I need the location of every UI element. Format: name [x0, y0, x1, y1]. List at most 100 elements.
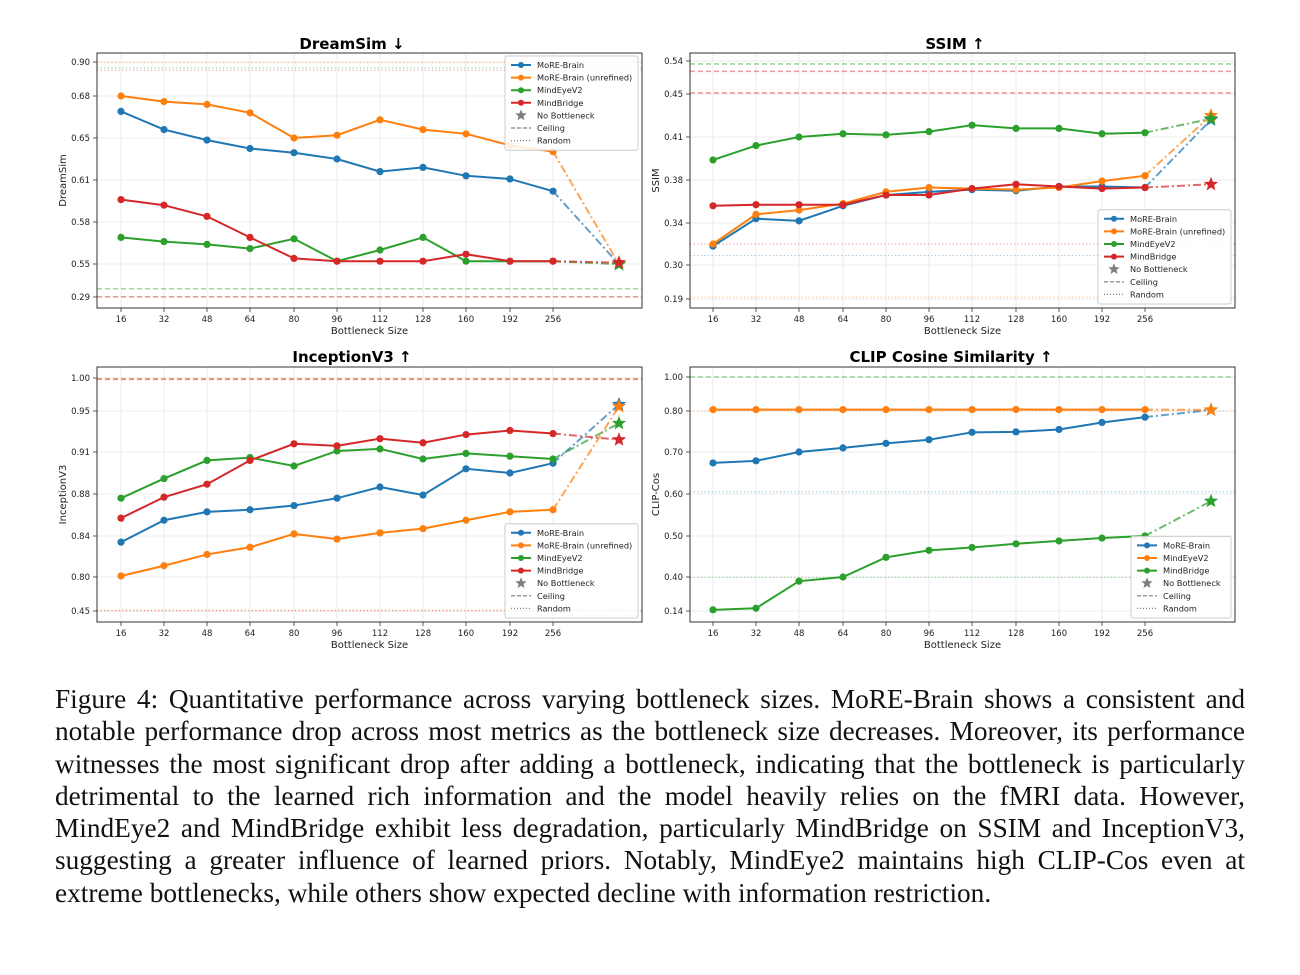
- legend-item: No Bottleneck: [515, 577, 595, 588]
- legend-marker-icon: [518, 87, 524, 94]
- x-tick-label: 160: [458, 629, 474, 639]
- legend-label: Random: [537, 603, 571, 613]
- legend-star-icon: [515, 577, 527, 589]
- data-point: [462, 465, 470, 473]
- data-point: [333, 494, 341, 502]
- data-point: [549, 429, 557, 438]
- data-point: [925, 183, 933, 192]
- data-point: [1141, 406, 1149, 414]
- legend: MoRE-Brain MoRE-Brain (unrefined) MindEyeV…: [504, 55, 639, 151]
- series-extension-line: [552, 432, 620, 441]
- legend-item: MoRE-Brain: [1104, 214, 1177, 224]
- data-point: [752, 604, 760, 612]
- legend-item: MoRE-Brain (unrefined): [511, 73, 632, 83]
- x-tick-label: 112: [372, 629, 388, 639]
- legend-item: MoRE-Brain: [1137, 540, 1210, 550]
- data-point: [290, 254, 298, 262]
- data-point: [549, 506, 557, 514]
- data-point: [160, 516, 168, 524]
- data-point: [246, 456, 254, 464]
- x-tick-label: 112: [964, 629, 980, 639]
- data-point: [117, 514, 125, 522]
- y-tick-label: 0.29: [71, 293, 90, 303]
- data-point: [549, 257, 557, 265]
- x-tick-label: 256: [545, 315, 561, 325]
- y-tick-label: 0.54: [664, 57, 683, 67]
- y-tick-label: 0.80: [71, 573, 90, 583]
- data-point: [795, 133, 803, 141]
- x-tick-label: 128: [1008, 315, 1024, 325]
- x-tick-label: 32: [751, 629, 762, 639]
- x-tick-label: 48: [202, 629, 213, 639]
- legend-marker-icon: [1111, 215, 1117, 222]
- data-point: [246, 506, 254, 514]
- legend-label: Ceiling: [1163, 591, 1191, 601]
- x-tick-label: 32: [751, 315, 762, 325]
- data-point: [882, 191, 890, 199]
- data-point: [376, 445, 384, 453]
- y-tick-label: 0.90: [71, 58, 90, 68]
- no-bottleneck-star: [1203, 402, 1219, 416]
- legend-item: No Bottleneck: [1108, 263, 1188, 274]
- data-point: [1098, 418, 1106, 427]
- data-point: [709, 202, 717, 210]
- data-point: [333, 447, 341, 455]
- x-tick-label: 256: [1137, 315, 1153, 325]
- plot-frame: [689, 52, 1236, 309]
- data-point: [290, 501, 298, 510]
- data-point: [839, 201, 847, 209]
- chart-title: SSIM ↑: [925, 35, 984, 53]
- data-point: [462, 250, 470, 258]
- legend-label: MoRE-Brain: [537, 528, 584, 538]
- data-point: [795, 448, 803, 456]
- legend-label: MoRE-Brain: [537, 60, 584, 70]
- data-point: [462, 449, 470, 457]
- data-point: [1098, 534, 1106, 542]
- data-point: [839, 130, 847, 138]
- x-tick-label: 96: [332, 315, 343, 325]
- legend-label: Random: [1163, 603, 1197, 613]
- data-point: [462, 172, 470, 180]
- data-point: [117, 538, 125, 546]
- legend-item: MoRE-Brain: [511, 528, 584, 538]
- legend-marker-icon: [1111, 228, 1117, 235]
- x-tick-label: 64: [245, 315, 256, 325]
- data-point: [419, 233, 427, 241]
- data-point: [462, 516, 470, 524]
- data-point: [117, 572, 125, 580]
- plot-frame: [96, 52, 643, 309]
- y-tick-label: 0.34: [664, 219, 683, 229]
- x-axis-label: Bottleneck Size: [331, 640, 408, 651]
- data-point: [203, 456, 211, 464]
- data-point: [290, 462, 298, 470]
- y-tick-label: 0.88: [71, 490, 90, 500]
- data-point: [839, 406, 847, 414]
- legend-item: MoRE-Brain (unrefined): [511, 540, 632, 550]
- legend-marker-icon: [518, 74, 524, 81]
- data-point: [203, 550, 211, 559]
- y-tick-label: 0.55: [71, 260, 90, 270]
- x-tick-label: 64: [245, 629, 256, 639]
- data-point: [1012, 180, 1020, 188]
- data-point: [709, 156, 717, 164]
- data-point: [1098, 406, 1106, 414]
- legend-marker-icon: [518, 62, 524, 68]
- data-point: [419, 455, 427, 463]
- data-point: [506, 426, 514, 435]
- legend-item: MindEyeV2: [1104, 239, 1176, 249]
- x-tick-label: 48: [794, 629, 805, 639]
- legend-item: Random: [511, 136, 571, 146]
- data-point: [506, 257, 514, 265]
- legend-item: No Bottleneck: [515, 109, 595, 120]
- data-point: [160, 562, 168, 570]
- legend-item: MoRE-Brain: [511, 60, 584, 70]
- data-point: [882, 553, 890, 561]
- series-extension-line: [552, 403, 620, 464]
- data-point: [752, 457, 760, 465]
- y-axis-label: InceptionV3: [58, 465, 69, 525]
- y-axis-label: DreamSim: [58, 154, 69, 206]
- legend-label: No Bottleneck: [537, 110, 595, 120]
- data-point: [160, 238, 168, 246]
- no-bottleneck-star: [611, 415, 627, 430]
- data-point: [549, 187, 557, 195]
